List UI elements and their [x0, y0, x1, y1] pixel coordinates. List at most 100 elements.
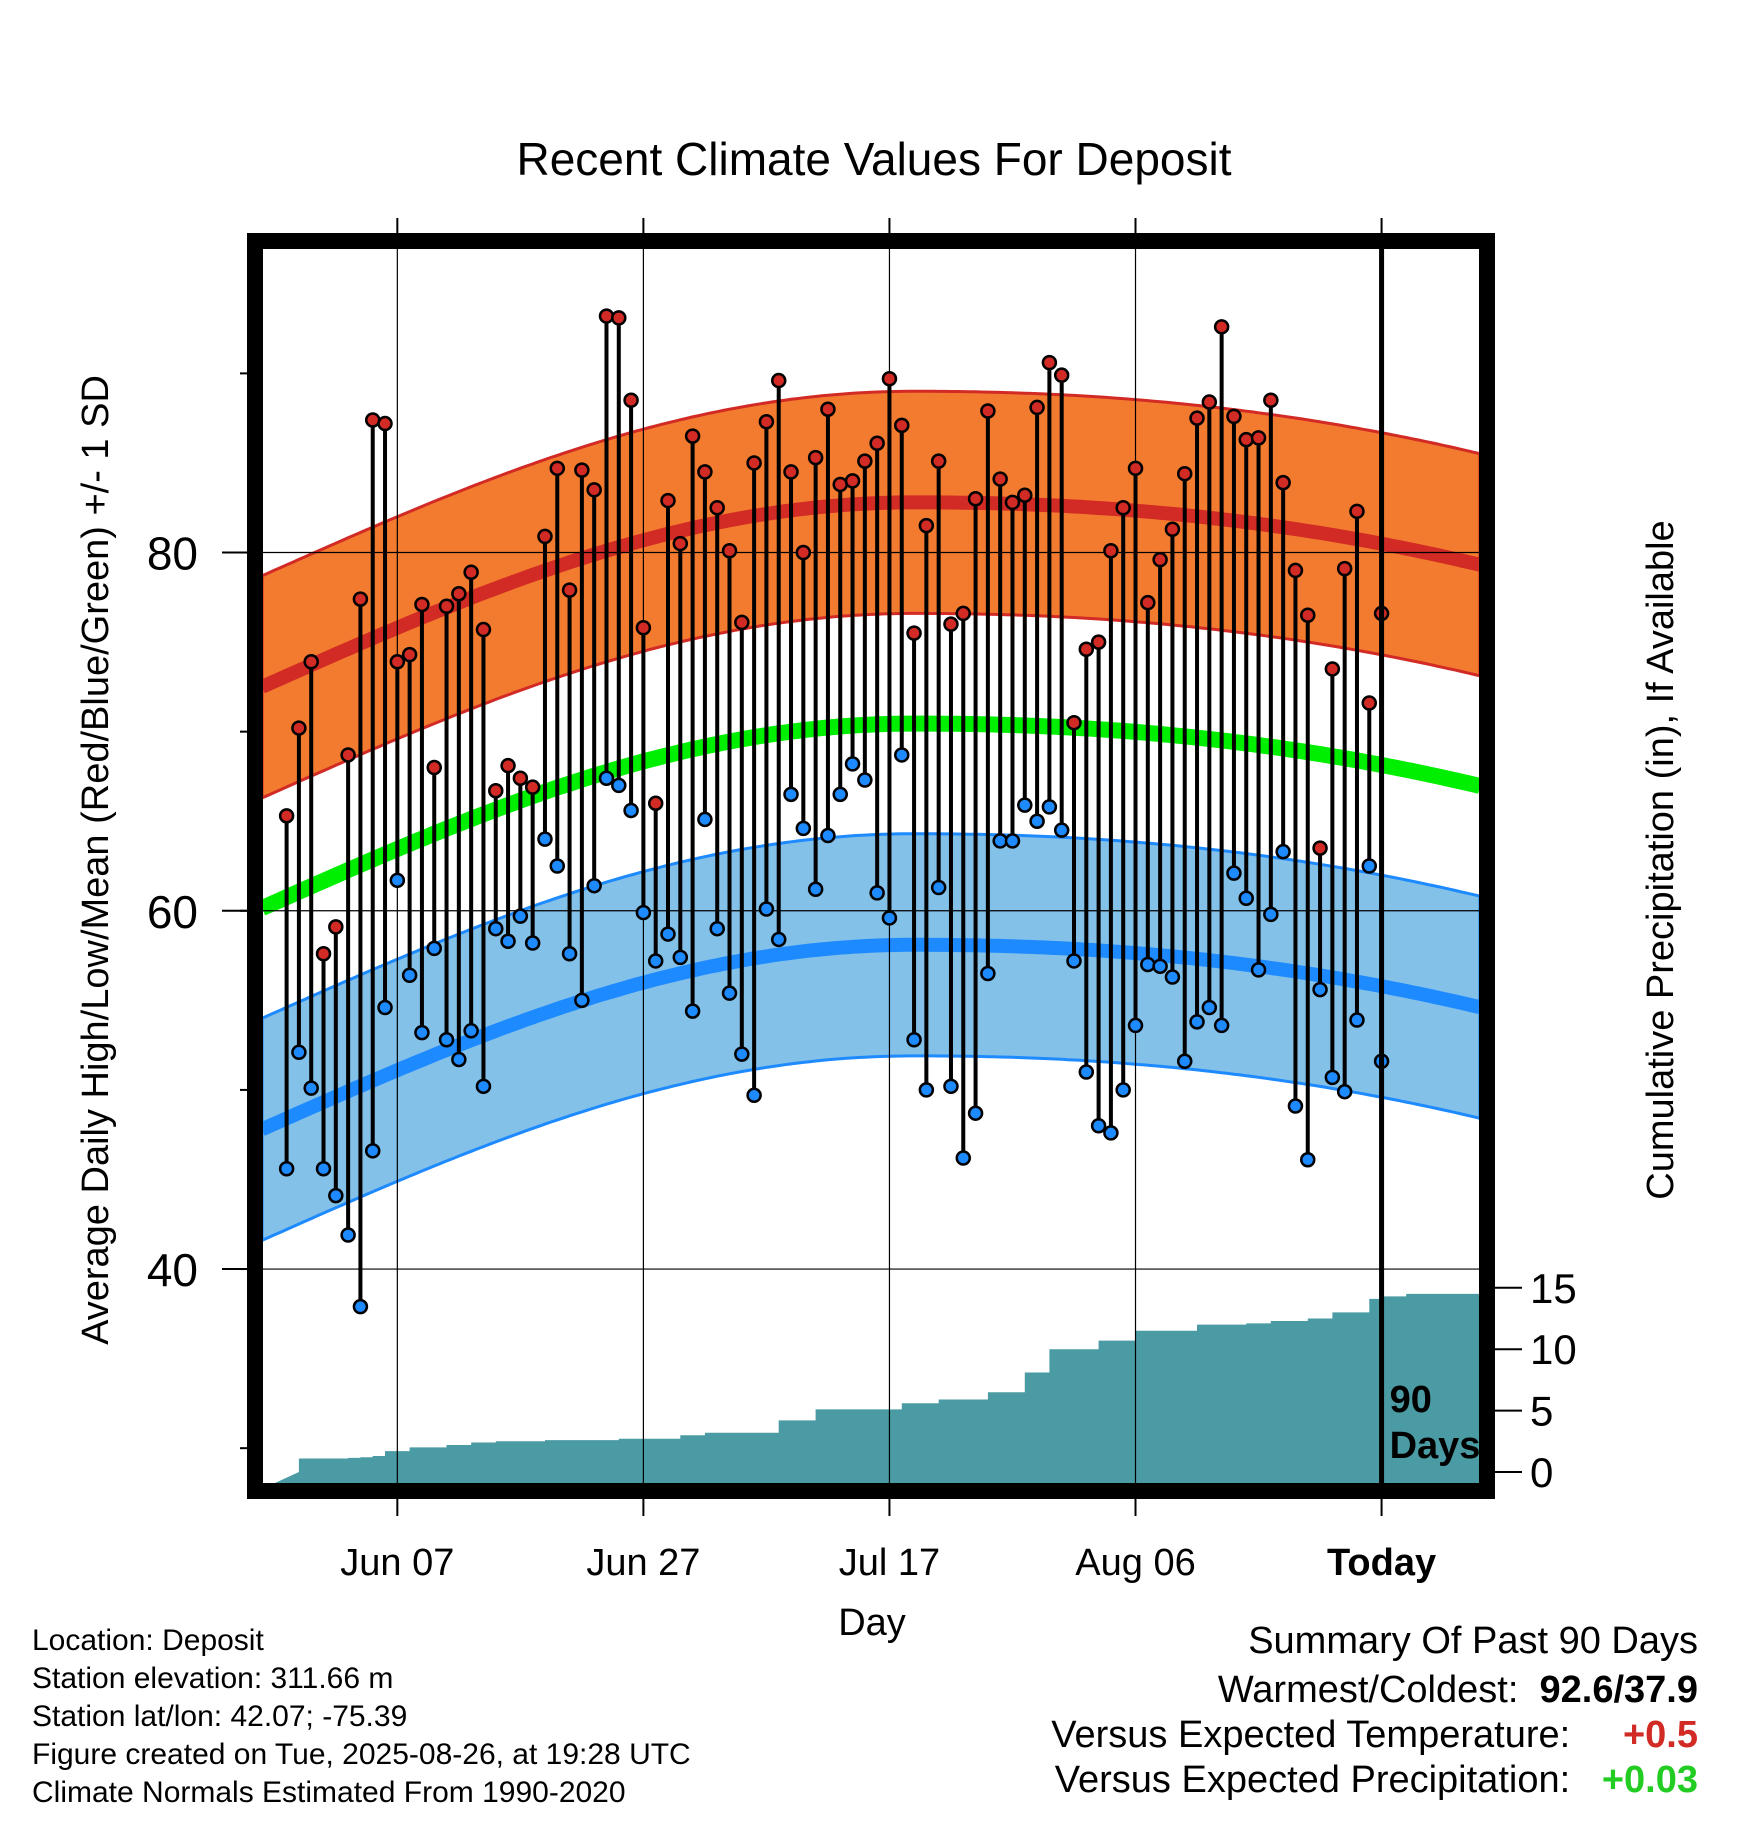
- elevation-text: Station elevation: 311.66 m: [32, 1662, 394, 1695]
- daily-low-point: [1213, 1017, 1230, 1034]
- daily-low-point: [1004, 833, 1021, 849]
- daily-high-point: [524, 779, 541, 795]
- daily-low-point: [684, 1003, 701, 1019]
- daily-high-point: [1078, 641, 1095, 658]
- warmest-value: 92.6/37.9: [1539, 1669, 1698, 1711]
- daily-low-point: [857, 772, 873, 788]
- daily-high-point: [623, 392, 639, 409]
- daily-high-point: [1090, 634, 1107, 650]
- daily-low-point: [549, 858, 566, 874]
- daily-low-point: [401, 967, 418, 984]
- today-marker-label: 90: [1390, 1379, 1432, 1421]
- daily-high-point: [389, 654, 406, 670]
- daily-low-point: [967, 1105, 984, 1121]
- daily-high-point: [1115, 499, 1131, 516]
- daily-low-point: [1017, 797, 1033, 813]
- daily-low-point: [488, 920, 504, 937]
- daily-high-point: [721, 542, 738, 559]
- daily-low-point: [1361, 858, 1378, 874]
- daily-low-point: [1201, 999, 1218, 1016]
- daily-high-point: [697, 464, 713, 480]
- daily-low-point: [414, 1024, 430, 1041]
- x-tick-label: Today: [1327, 1542, 1436, 1584]
- created-text: Figure created on Tue, 2025-08-26, at 19…: [32, 1738, 691, 1771]
- daily-high-point: [869, 435, 885, 452]
- daily-low-point: [1127, 1017, 1144, 1034]
- daily-low-point: [611, 777, 627, 794]
- daily-high-point: [930, 453, 947, 469]
- daily-high-point: [1176, 465, 1193, 482]
- daily-high-point: [918, 517, 935, 534]
- y2-tick-label: 15: [1530, 1265, 1577, 1312]
- daily-high-point: [980, 403, 996, 419]
- daily-high-point: [832, 476, 848, 493]
- daily-high-point: [844, 473, 861, 489]
- daily-high-point: [1103, 542, 1119, 559]
- daily-high-point: [758, 414, 775, 430]
- daily-high-point: [1004, 494, 1021, 511]
- daily-high-point: [475, 621, 492, 638]
- y-tick-label: 40: [147, 1244, 198, 1296]
- daily-high-point: [303, 654, 319, 670]
- daily-low-point: [1029, 813, 1045, 829]
- chart-title: Recent Climate Values For Deposit: [517, 133, 1232, 185]
- daily-low-point: [1090, 1117, 1107, 1134]
- high-normal-line: [262, 495, 1480, 694]
- summary-panel: Summary Of Past 90 Days Warmest/Coldest:…: [1051, 1620, 1698, 1802]
- daily-low-point: [930, 879, 947, 896]
- daily-low-point: [598, 770, 615, 786]
- daily-low-point: [1250, 962, 1267, 978]
- daily-low-point: [623, 802, 639, 819]
- x-tick-label: Jun 07: [340, 1542, 454, 1584]
- y2-tick-label: 5: [1530, 1388, 1553, 1435]
- daily-high-point: [1213, 319, 1230, 335]
- y2-tick-label: 0: [1530, 1449, 1553, 1496]
- daily-low-point: [328, 1187, 344, 1204]
- location-text: Location: Deposit: [32, 1624, 264, 1657]
- daily-high-point: [1041, 354, 1058, 371]
- daily-low-point: [315, 1160, 332, 1177]
- daily-high-point: [340, 747, 356, 763]
- daily-high-point: [537, 528, 553, 545]
- daily-high-point: [660, 492, 676, 509]
- daily-high-point: [352, 591, 369, 607]
- y2-axis-label: Cumulative Precipitation (in), If Availa…: [1640, 520, 1682, 1199]
- daily-high-point: [1324, 661, 1341, 677]
- daily-high-point: [1066, 714, 1082, 731]
- daily-low-point: [426, 940, 442, 957]
- daily-low-point: [1300, 1152, 1316, 1168]
- temp-value: +0.5: [1622, 1714, 1698, 1756]
- daily-high-point: [1250, 430, 1267, 446]
- daily-low-point: [377, 999, 393, 1016]
- daily-high-point: [278, 808, 295, 824]
- latlon-text: Station lat/lon: 42.07; -75.39: [32, 1700, 408, 1733]
- daily-high-point: [1127, 460, 1144, 477]
- daily-high-point: [943, 616, 959, 632]
- daily-low-point: [524, 935, 541, 951]
- daily-high-point: [586, 482, 602, 498]
- daily-high-point: [414, 596, 430, 613]
- daily-low-point: [1066, 953, 1082, 969]
- normals-text: Climate Normals Estimated From 1990-2020: [32, 1776, 626, 1809]
- daily-low-point: [980, 965, 996, 982]
- daily-low-point: [660, 926, 676, 942]
- daily-low-point: [1115, 1082, 1131, 1098]
- daily-high-point: [1017, 487, 1033, 503]
- daily-high-point: [315, 946, 332, 962]
- daily-low-point: [647, 953, 664, 969]
- daily-low-point: [943, 1078, 959, 1095]
- daily-low-point: [709, 920, 725, 937]
- daily-low-point: [451, 1051, 467, 1068]
- daily-high-point: [1238, 431, 1254, 448]
- daily-high-point: [1349, 503, 1365, 520]
- daily-low-point: [746, 1087, 762, 1104]
- daily-high-point: [746, 455, 762, 471]
- daily-low-point: [537, 831, 553, 847]
- plot-frame: [247, 233, 1495, 1499]
- daily-high-point: [783, 464, 799, 480]
- daily-low-point: [992, 833, 1008, 849]
- daily-high-point: [1164, 521, 1181, 537]
- daily-high-point: [401, 646, 418, 663]
- x-axis-label: Day: [838, 1602, 906, 1644]
- daily-low-point: [881, 910, 898, 926]
